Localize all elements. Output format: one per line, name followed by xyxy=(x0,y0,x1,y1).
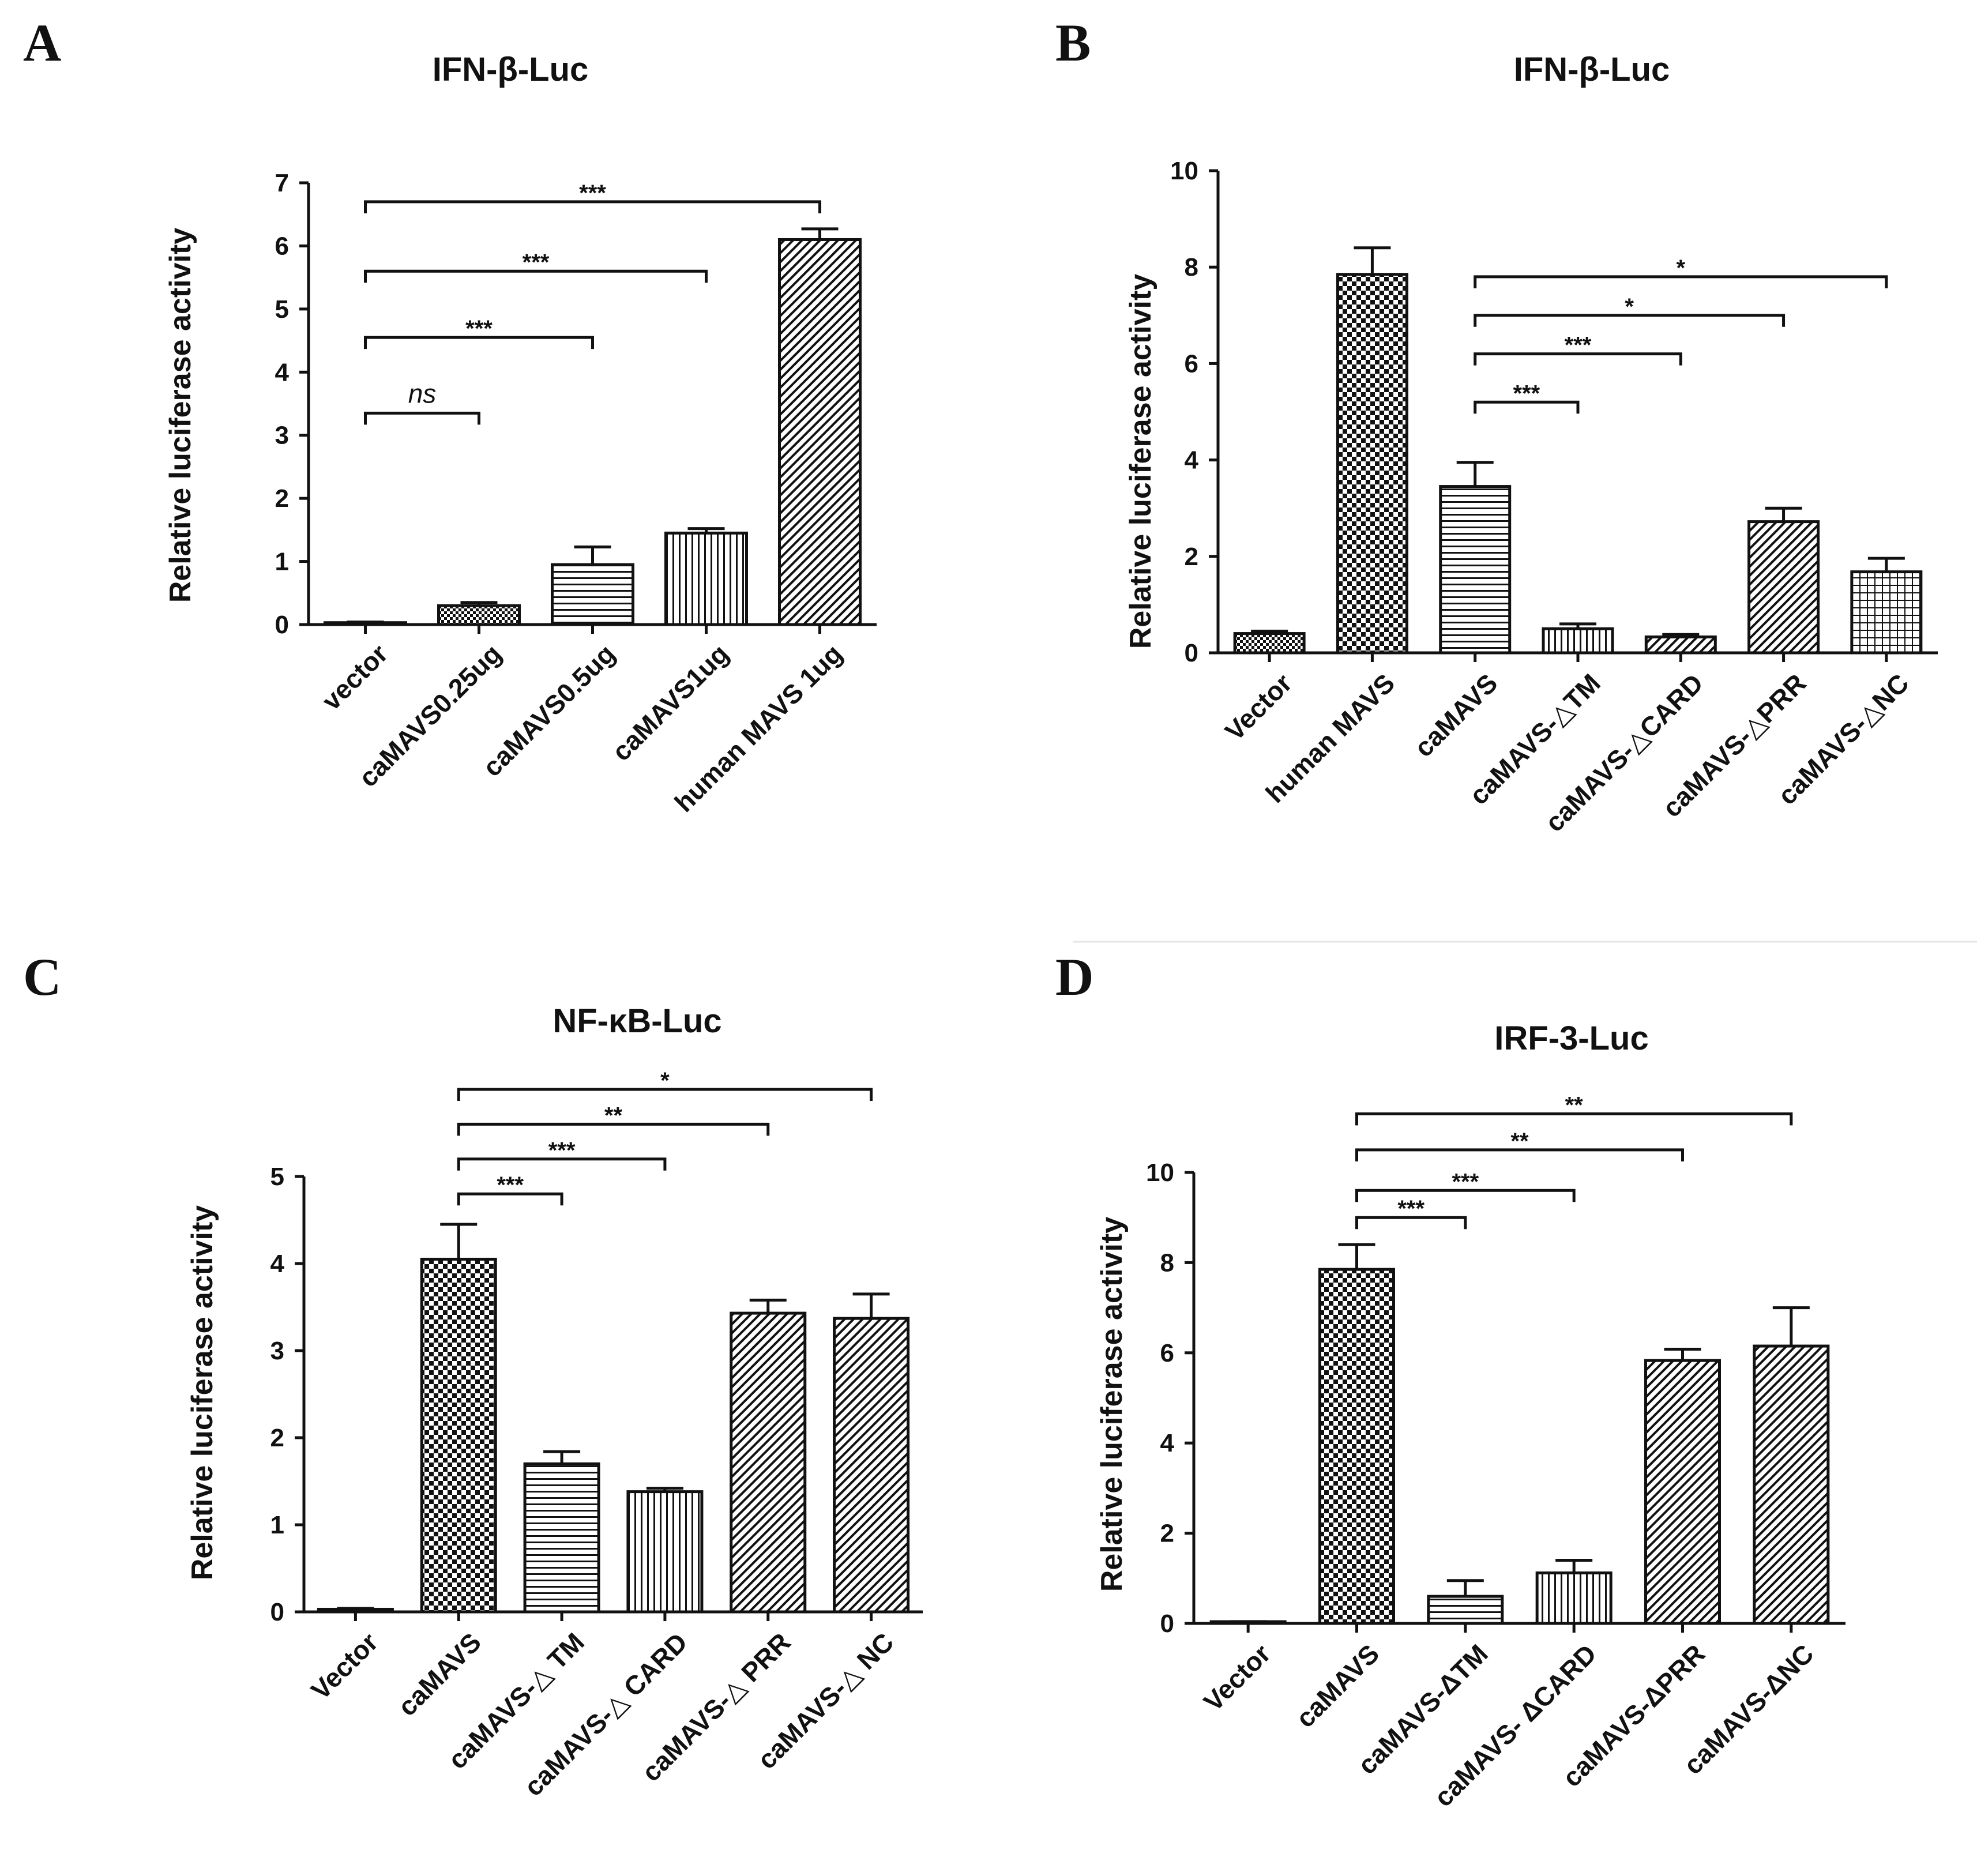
category-label: caMAVS xyxy=(1290,1638,1385,1734)
category-label: caMAVS xyxy=(392,1627,487,1722)
y-axis-label-a: Relative luciferase activity xyxy=(164,228,197,603)
category-label: Vector xyxy=(1198,1638,1276,1717)
figure: A IFN-β-Luc Relative luciferase activity… xyxy=(0,0,1977,1876)
panel-c: C NF-κB-Luc Relative luciferase activity… xyxy=(23,948,923,1802)
y-tick-label: 2 xyxy=(1160,1520,1174,1548)
bar-2-3 xyxy=(628,1492,702,1612)
significance-label: ** xyxy=(1510,1129,1529,1154)
y-tick-label: 5 xyxy=(275,295,289,324)
significance-label: ** xyxy=(604,1103,623,1128)
significance-label: *** xyxy=(497,1172,524,1198)
significance-bracket xyxy=(366,413,479,424)
chart-title-a: IFN-β-Luc xyxy=(433,51,589,88)
bar-1-5 xyxy=(1749,522,1818,653)
y-tick-label: 6 xyxy=(275,232,289,260)
bar-3-4 xyxy=(1646,1360,1720,1623)
panel-letter-a: A xyxy=(23,13,61,72)
chart-title-c: NF-κB-Luc xyxy=(552,1002,721,1040)
bar-3-5 xyxy=(1754,1346,1828,1623)
y-tick-label: 0 xyxy=(275,611,289,639)
panel-b: B IFN-β-Luc Relative luciferase activity… xyxy=(1055,13,1938,837)
y-tick-label: 4 xyxy=(1185,446,1199,475)
chart-title-d: IRF-3-Luc xyxy=(1494,1020,1648,1057)
bar-0-4 xyxy=(780,239,860,625)
y-tick-label: 4 xyxy=(270,1250,285,1278)
y-tick-label: 8 xyxy=(1185,253,1198,281)
y-tick-label: 1 xyxy=(270,1511,284,1539)
chart-title-b: IFN-β-Luc xyxy=(1514,51,1670,88)
significance-label: * xyxy=(1676,255,1685,281)
chart-body-a: 01234567vectorcaMAVS0.25ugcaMAVS0.5ugcaM… xyxy=(275,169,877,818)
bar-1-6 xyxy=(1852,572,1921,653)
significance-label: *** xyxy=(1452,1169,1479,1194)
y-tick-label: 8 xyxy=(1160,1249,1174,1277)
category-label: Vector xyxy=(1219,668,1298,746)
significance-label: *** xyxy=(548,1138,576,1163)
significance-label: *** xyxy=(1397,1196,1425,1221)
panel-a: A IFN-β-Luc Relative luciferase activity… xyxy=(23,13,877,818)
y-tick-label: 2 xyxy=(1185,543,1198,571)
significance-label: *** xyxy=(1513,381,1540,406)
significance-label: *** xyxy=(523,250,550,275)
bar-1-1 xyxy=(1337,275,1407,653)
y-tick-label: 6 xyxy=(1160,1339,1174,1367)
bar-3-3 xyxy=(1537,1573,1611,1623)
significance-label: * xyxy=(1625,294,1634,319)
bar-3-2 xyxy=(1429,1596,1502,1623)
bar-0-3 xyxy=(666,533,747,625)
y-tick-label: 5 xyxy=(270,1163,284,1191)
y-tick-label: 4 xyxy=(275,358,290,386)
category-label: caMAVS1ug xyxy=(606,638,734,766)
category-label: Vector xyxy=(305,1627,384,1705)
panel-letter-d: D xyxy=(1055,948,1093,1006)
bar-3-1 xyxy=(1320,1269,1394,1623)
y-tick-label: 6 xyxy=(1185,349,1198,378)
bar-2-1 xyxy=(422,1259,495,1612)
category-label: caMAVS xyxy=(1408,668,1504,763)
significance-label: *** xyxy=(1565,333,1592,358)
y-tick-label: 2 xyxy=(275,484,289,513)
panel-letter-b: B xyxy=(1055,13,1091,72)
y-tick-label: 3 xyxy=(270,1337,284,1365)
y-tick-label: 2 xyxy=(270,1424,284,1452)
y-tick-label: 3 xyxy=(275,422,289,450)
y-tick-label: 10 xyxy=(1146,1159,1174,1187)
significance-label: * xyxy=(660,1068,670,1093)
y-tick-label: 7 xyxy=(275,169,289,197)
bar-2-5 xyxy=(835,1318,908,1612)
y-axis-label-b: Relative luciferase activity xyxy=(1124,274,1157,649)
y-tick-label: 4 xyxy=(1160,1429,1175,1457)
significance-label: ns xyxy=(408,378,437,408)
bar-0-2 xyxy=(552,565,633,625)
bar-0-1 xyxy=(439,606,520,625)
bar-2-4 xyxy=(731,1313,805,1612)
bar-1-2 xyxy=(1441,487,1510,653)
panel-letter-c: C xyxy=(23,948,61,1006)
bar-1-0 xyxy=(1235,634,1304,653)
category-label: vector xyxy=(316,638,393,716)
significance-label: *** xyxy=(579,181,606,206)
y-tick-label: 0 xyxy=(1185,639,1198,667)
bar-2-2 xyxy=(525,1464,599,1612)
panel-d: D IRF-3-Luc Relative luciferase activity… xyxy=(1055,948,1846,1813)
bar-1-3 xyxy=(1543,629,1613,653)
y-axis-label-c: Relative luciferase activity xyxy=(186,1205,219,1580)
significance-label: *** xyxy=(465,316,493,341)
y-tick-label: 0 xyxy=(1160,1610,1174,1638)
significance-label: ** xyxy=(1565,1092,1584,1118)
y-axis-label-d: Relative luciferase activity xyxy=(1095,1217,1129,1592)
y-tick-label: 1 xyxy=(275,548,289,576)
y-tick-label: 10 xyxy=(1170,157,1198,185)
y-tick-label: 0 xyxy=(270,1598,284,1626)
bar-1-4 xyxy=(1646,637,1715,653)
